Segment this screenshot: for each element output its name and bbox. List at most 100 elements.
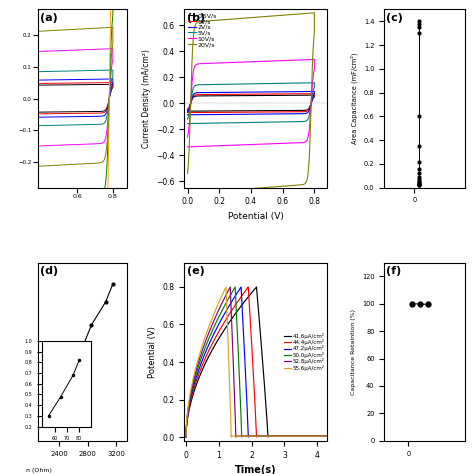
55.6μA/cm² <box>226 350 231 356</box>
1V/s <box>185 108 191 113</box>
Line: 55.6μA/cm²: 55.6μA/cm² <box>186 287 327 437</box>
10V/s <box>219 143 225 148</box>
0.5V/s <box>200 93 206 99</box>
10V/s <box>291 140 297 146</box>
47.2μA/cm² <box>183 434 189 440</box>
41.6μA/cm² <box>183 434 189 440</box>
41.6μA/cm² <box>254 284 259 290</box>
1V/s <box>246 109 251 115</box>
Text: (d): (d) <box>40 266 58 276</box>
50.0μA/cm² <box>236 350 241 356</box>
20V/s <box>284 183 290 189</box>
2V/s <box>311 89 317 94</box>
55.6μA/cm² <box>189 381 195 386</box>
20V/s <box>185 171 191 176</box>
10V/s <box>311 56 317 62</box>
Line: 20V/s: 20V/s <box>188 13 314 193</box>
52.8μA/cm² <box>184 420 190 426</box>
50.0μA/cm² <box>238 412 244 418</box>
2V/s <box>246 111 251 117</box>
47.2μA/cm² <box>240 328 246 333</box>
Line: 10V/s: 10V/s <box>188 59 314 147</box>
2V/s <box>200 90 206 95</box>
1V/s <box>185 110 191 116</box>
X-axis label: Potential (V): Potential (V) <box>228 212 283 221</box>
1V/s <box>284 109 290 115</box>
Line: 50.0μA/cm²: 50.0μA/cm² <box>186 287 327 437</box>
50.0μA/cm² <box>324 433 330 439</box>
41.6μA/cm² <box>184 420 190 426</box>
55.6μA/cm² <box>225 328 230 333</box>
10V/s <box>276 141 282 146</box>
0.5V/s <box>284 108 290 113</box>
44.4μA/cm² <box>253 424 259 430</box>
52.8μA/cm² <box>324 433 330 439</box>
44.4μA/cm² <box>324 433 330 439</box>
2V/s <box>185 112 191 118</box>
5V/s <box>276 119 282 125</box>
5V/s <box>246 119 251 125</box>
X-axis label: Time(s): Time(s) <box>235 465 276 474</box>
50.0μA/cm² <box>184 420 190 426</box>
2V/s <box>276 111 282 117</box>
Line: 41.6μA/cm²: 41.6μA/cm² <box>186 287 327 437</box>
Line: 5V/s: 5V/s <box>188 83 314 124</box>
Text: n (Ohm): n (Ohm) <box>26 468 52 473</box>
Text: (c): (c) <box>386 13 403 23</box>
5V/s <box>185 121 191 127</box>
Text: (f): (f) <box>386 266 401 276</box>
44.4μA/cm² <box>253 412 258 418</box>
55.6μA/cm² <box>183 420 189 426</box>
52.8μA/cm² <box>233 424 238 430</box>
0.5V/s <box>291 108 297 113</box>
55.6μA/cm² <box>228 424 234 430</box>
44.4μA/cm² <box>193 381 199 386</box>
5V/s <box>200 82 206 88</box>
20V/s <box>246 186 251 191</box>
52.8μA/cm² <box>232 412 238 418</box>
2V/s <box>185 109 191 115</box>
41.6μA/cm² <box>257 328 263 333</box>
0.5V/s <box>246 108 251 114</box>
Y-axis label: Capacitance Retaintion (%): Capacitance Retaintion (%) <box>351 309 356 395</box>
50.0μA/cm² <box>232 284 238 290</box>
10V/s <box>185 144 191 150</box>
50.0μA/cm² <box>183 434 189 440</box>
0.5V/s <box>185 109 191 114</box>
20V/s <box>200 18 206 24</box>
52.8μA/cm² <box>228 284 233 290</box>
1V/s <box>276 109 282 115</box>
Line: 44.4μA/cm²: 44.4μA/cm² <box>186 287 327 437</box>
44.4μA/cm² <box>246 284 251 290</box>
55.6μA/cm² <box>228 412 234 418</box>
50.0μA/cm² <box>238 424 244 430</box>
Text: (a): (a) <box>40 13 57 23</box>
20V/s <box>185 191 191 196</box>
20V/s <box>311 10 317 16</box>
44.4μA/cm² <box>249 350 255 356</box>
55.6μA/cm² <box>183 434 189 440</box>
0.5V/s <box>185 107 191 112</box>
47.2μA/cm² <box>324 433 330 439</box>
52.8μA/cm² <box>183 434 189 440</box>
47.2μA/cm² <box>191 381 197 386</box>
Text: (e): (e) <box>187 266 205 276</box>
Y-axis label: Potential (V): Potential (V) <box>148 326 157 378</box>
Text: (b): (b) <box>187 13 205 23</box>
0.5V/s <box>276 108 282 113</box>
5V/s <box>291 119 297 125</box>
1V/s <box>311 91 317 97</box>
41.6μA/cm² <box>264 424 270 430</box>
1V/s <box>200 92 206 98</box>
52.8μA/cm² <box>190 381 196 386</box>
Line: 52.8μA/cm²: 52.8μA/cm² <box>186 287 327 437</box>
Y-axis label: Area Capacitance (mF/cm²): Area Capacitance (mF/cm²) <box>351 53 358 145</box>
Line: 2V/s: 2V/s <box>188 91 314 115</box>
1V/s <box>291 109 297 115</box>
52.8μA/cm² <box>229 328 235 333</box>
0.5V/s <box>219 108 225 114</box>
47.2μA/cm² <box>245 412 250 418</box>
50.0μA/cm² <box>235 328 240 333</box>
20V/s <box>219 188 225 194</box>
Legend: 41.6μA/cm², 44.4μA/cm², 47.2μA/cm², 50.0μA/cm², 52.8μA/cm², 55.6μA/cm²: 41.6μA/cm², 44.4μA/cm², 47.2μA/cm², 50.0… <box>282 330 327 373</box>
